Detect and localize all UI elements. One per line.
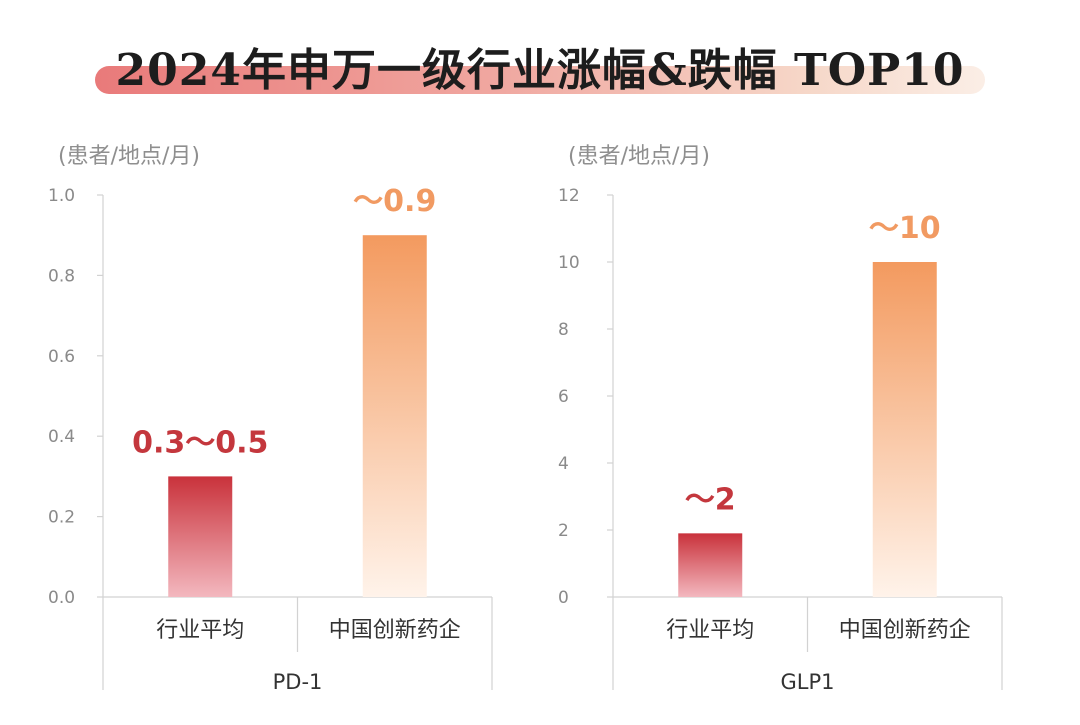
y-tick-label: 0.0 (48, 588, 75, 608)
data-label: ～2 (685, 482, 736, 517)
category-label: 中国创新药企 (329, 618, 461, 643)
bar-industry-average (678, 533, 743, 597)
category-label: 中国创新药企 (839, 618, 971, 643)
pd1-bar-chart: 0.0 0.2 0.4 0.6 0.8 1.0 0.3～0.5 行业平均 ～0.9 中国创新药企 P… (48, 184, 493, 694)
group-label: GLP1 (781, 670, 835, 694)
y-unit-label: (患者/地点/月) (58, 144, 200, 169)
glp1-bar-chart: 0 2 4 6 8 10 12 ～2 行业平均 ～10 中国创新药企 GLP1 (558, 186, 1003, 694)
y-tick-label: 10 (558, 253, 580, 273)
y-tick-label: 0.8 (48, 266, 75, 286)
y-tick-label: 0.6 (48, 347, 75, 367)
y-tick-label: 8 (558, 320, 569, 340)
chart-panel-glp1: (患者/地点/月) 0 2 4 6 8 10 12 ～2 行业平均 ～10 中国创新药企 GLP1 (550, 130, 1020, 700)
y-tick-label: 12 (558, 186, 580, 206)
data-label: ～0.9 (353, 184, 436, 219)
y-tick-label: 6 (558, 387, 569, 407)
y-tick-label: 0.4 (48, 427, 75, 447)
data-label: ～10 (869, 211, 941, 246)
y-unit-label: (患者/地点/月) (568, 144, 710, 169)
y-tick-label: 0 (558, 588, 569, 608)
y-tick-label: 4 (558, 454, 569, 474)
y-tick-label: 1.0 (48, 186, 75, 206)
data-label: 0.3～0.5 (132, 425, 268, 460)
bar-industry-average (168, 476, 233, 597)
y-tick-label: 2 (558, 521, 569, 541)
group-label: PD-1 (273, 670, 323, 694)
category-label: 行业平均 (156, 618, 244, 643)
chart-panel-pd1: (患者/地点/月) 0.0 0.2 0.4 0.6 0.8 1.0 0.3～0.5 行业平均 ～… (40, 130, 510, 700)
y-tick-label: 0.2 (48, 508, 75, 528)
bar-chinese-innovator (362, 235, 427, 597)
bar-chinese-innovator (872, 262, 937, 597)
title-highlight-band (95, 66, 985, 94)
page-title: 2024年申万一级行业涨幅&跌幅 TOP10 (115, 45, 965, 96)
category-label: 行业平均 (666, 618, 754, 643)
